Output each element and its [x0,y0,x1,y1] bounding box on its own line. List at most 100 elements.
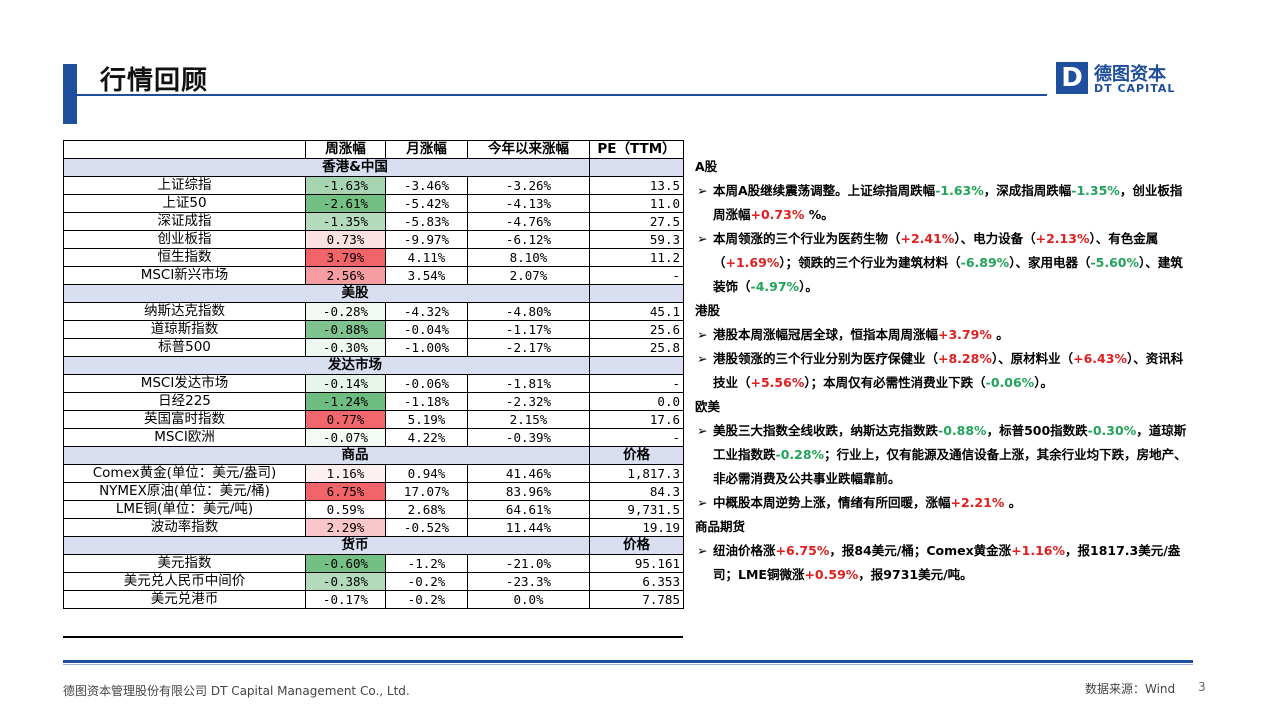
month-change: 2.68% [385,500,468,519]
commentary-text: ）、原材料业（ [991,351,1074,366]
ytd-change: -21.0% [467,554,590,573]
logo-mark-icon: D [1056,62,1088,94]
commentary-text: 中概股本周逆势上涨，情绪有所回暖，涨幅 [713,495,951,510]
change-value: +2.13% [1035,231,1090,246]
section-price-header [589,356,684,375]
month-change: -1.18% [385,392,468,411]
section-row: 美股 [63,284,684,303]
month-change: -0.2% [385,590,468,609]
section-title: 货币 [63,536,590,555]
section-price-header: 价格 [589,446,684,465]
table-row: 美元兑人民币中间价 -0.38% -0.2% -23.3% 6.353 [63,572,684,591]
row-name: 日经225 [63,392,306,411]
row-name: 上证综指 [63,176,306,195]
week-change: 3.79% [305,248,386,267]
footer-rule-thin [63,664,1193,665]
pe-or-price: 7.785 [589,590,684,609]
ytd-change: 64.61% [467,500,590,519]
commentary-text: 港股领涨的三个行业分别为医疗保健业（ [713,351,939,366]
row-name: 波动率指数 [63,518,306,537]
table-row: MSCI发达市场 -0.14% -0.06% -1.81% - [63,374,684,393]
commentary-heading: A股 [695,159,718,174]
section-title: 香港&中国 [63,158,590,177]
row-name: 创业板指 [63,230,306,249]
pe-or-price: 19.19 [589,518,684,537]
row-name: 美元指数 [63,554,306,573]
month-change: 4.11% [385,248,468,267]
table-row: 上证50 -2.61% -5.42% -4.13% 11.0 [63,194,684,213]
commentary-text: ，报9731美元/吨。 [858,567,973,582]
table-row: Comex黄金(单位：美元/盎司) 1.16% 0.94% 41.46% 1,817.3 [63,464,684,483]
commentary-text: ，创业板指周涨幅 [713,183,1183,222]
commentary-bullet: ➢ 港股本周涨幅冠居全球，恒指本周周涨幅+3.79% 。 [695,323,1190,347]
week-change: -0.38% [305,572,386,591]
week-change: -0.60% [305,554,386,573]
commentary-text: 港股本周涨幅冠居全球，恒指本周周涨幅 [713,327,939,342]
table-row: 纳斯达克指数 -0.28% -4.32% -4.80% 45.1 [63,302,684,321]
change-value: -0.30% [1087,423,1137,438]
row-name: MSCI新兴市场 [63,266,306,285]
row-name: Comex黄金(单位：美元/盎司) [63,464,306,483]
row-name: 美元兑港币 [63,590,306,609]
commentary-text: ；行业上，仅有能源及通信设备上涨，其余行业均下跌，房地产、非必需消费及公共事业跌… [713,447,1187,486]
row-name: 道琼斯指数 [63,320,306,339]
section-price-header [589,158,684,177]
logo-name-cn: 德图资本 [1094,64,1166,85]
pe-or-price: 0.0 [589,392,684,411]
month-change: -1.2% [385,554,468,573]
month-change: 5.19% [385,410,468,429]
pe-or-price: 11.2 [589,248,684,267]
ytd-change: 2.07% [467,266,590,285]
row-name: 恒生指数 [63,248,306,267]
row-name: 深证成指 [63,212,306,231]
week-change: -1.24% [305,392,386,411]
company-logo: D 德图资本 DT CAPITAL [1056,60,1186,100]
week-change: -0.28% [305,302,386,321]
row-name: 标普500 [63,338,306,357]
pe-or-price: 27.5 [589,212,684,231]
pe-or-price: 6.353 [589,572,684,591]
month-change: -3.46% [385,176,468,195]
week-change: 0.73% [305,230,386,249]
row-name: LME铜(单位：美元/吨) [63,500,306,519]
commentary-bullet: ➢ 中概股本周逆势上涨，情绪有所回暖，涨幅+2.21% 。 [695,491,1190,515]
commentary-text: ，标普500指数跌 [986,423,1088,438]
footer-source: 数据来源：Wind [1085,682,1176,696]
page-number: 3 [1198,680,1206,694]
section-price-header: 价格 [589,536,684,555]
header-month: 月涨幅 [385,140,468,159]
change-value: -0.28% [775,447,825,462]
table-row: 美元兑港币 -0.17% -0.2% 0.0% 7.785 [63,590,684,609]
commentary-panel: A股 ➢ 本周A股继续震荡调整。上证综指周跌幅-1.63%，深成指周跌幅-1.35%… [695,155,1190,587]
footer-rule [63,660,1193,663]
change-value: +5.56% [750,375,805,390]
table-row: MSCI新兴市场 2.56% 3.54% 2.07% - [63,266,684,285]
market-table: 周涨幅 月涨幅 今年以来涨幅 PE（TTM） 香港&中国 上证综指 -1.63% -3… [63,140,684,609]
commentary-bullet: ➢ 本周A股继续震荡调整。上证综指周跌幅-1.63%，深成指周跌幅-1.35%，创… [695,179,1190,227]
commentary-text: ）、建筑装饰（ [713,255,1183,294]
commentary-heading: 港股 [695,303,721,318]
commentary-text: 。 [1004,495,1022,510]
change-value: -5.60% [1090,255,1140,270]
header-blank [63,140,306,159]
commentary-bullet: ➢ 美股三大指数全线收跌，纳斯达克指数跌-0.88%，标普500指数跌-0.30%… [695,419,1190,491]
change-value: +1.69% [725,255,780,270]
month-change: 0.94% [385,464,468,483]
week-change: -2.61% [305,194,386,213]
week-change: 1.16% [305,464,386,483]
section-row: 货币 价格 [63,536,684,555]
table-row: 上证综指 -1.63% -3.46% -3.26% 13.5 [63,176,684,195]
table-row: 英国富时指数 0.77% 5.19% 2.15% 17.6 [63,410,684,429]
commentary-text: ）、有色金属（ [713,231,1159,270]
commentary-text: %。 [804,207,834,222]
change-value: +6.75% [775,543,830,558]
row-name: NYMEX原油(单位：美元/桶) [63,482,306,501]
bullet-arrow-icon: ➢ [697,351,708,366]
pe-or-price: 9,731.5 [589,500,684,519]
commentary-text: ）；领跌的三个行业为建筑材料（ [779,255,961,270]
footer-company: 德图资本管理股份有限公司 DT Capital Management Co., … [63,684,410,698]
bullet-arrow-icon: ➢ [697,231,708,246]
month-change: -4.32% [385,302,468,321]
ytd-change: -4.76% [467,212,590,231]
commentary-text: 。 [991,327,1009,342]
